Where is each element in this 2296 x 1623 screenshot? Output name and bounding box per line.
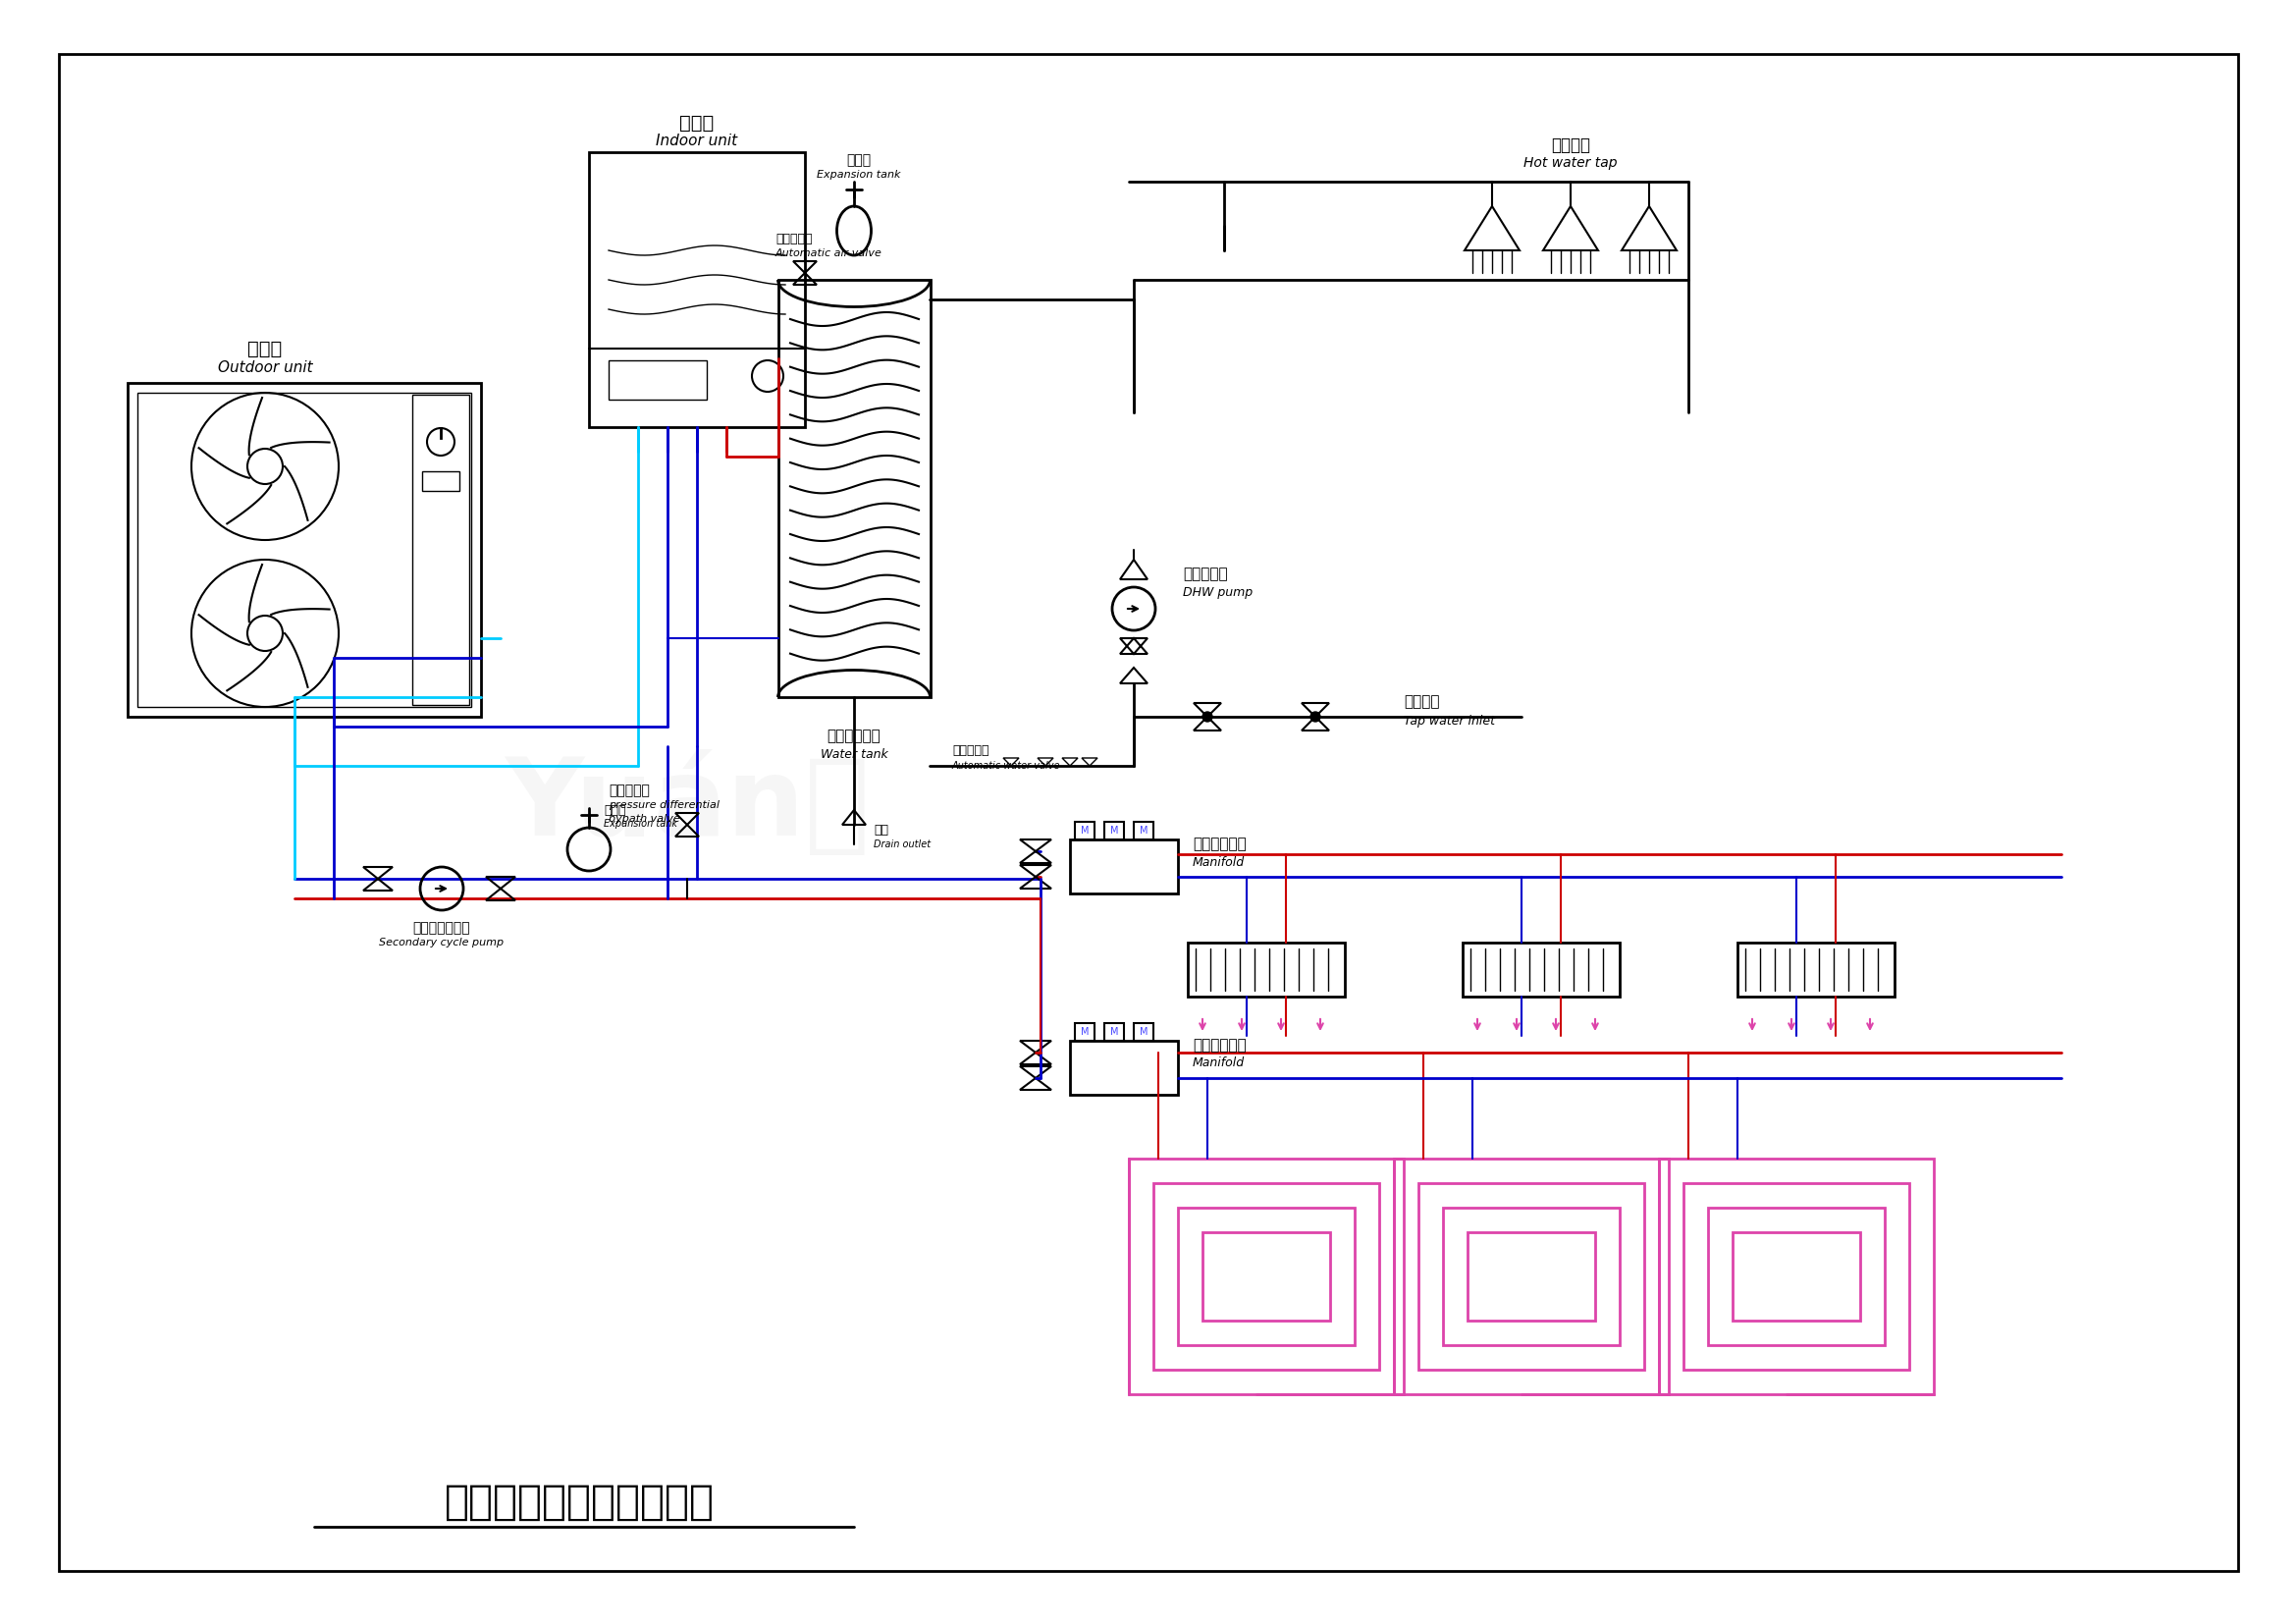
Bar	[1187, 943, 1345, 997]
Text: Indoor unit: Indoor unit	[657, 133, 737, 148]
Bar	[1442, 1208, 1619, 1345]
Circle shape	[1311, 712, 1320, 722]
Text: 室内机: 室内机	[680, 114, 714, 131]
Bar	[1463, 943, 1619, 997]
Text: pressure differential: pressure differential	[608, 800, 719, 810]
Bar	[1104, 821, 1125, 839]
Text: M: M	[1139, 826, 1148, 836]
Bar	[1134, 821, 1153, 839]
Bar	[1733, 1232, 1860, 1321]
Text: 空调集分水器: 空调集分水器	[1192, 837, 1247, 852]
Bar	[1178, 1208, 1355, 1345]
Text: M: M	[1139, 1027, 1148, 1037]
Text: 地暖集分水器: 地暖集分水器	[1192, 1039, 1247, 1053]
Bar	[1104, 1022, 1125, 1040]
Text: bypath valve: bypath valve	[608, 815, 680, 824]
Bar	[413, 394, 468, 704]
Bar	[1660, 1159, 1933, 1394]
Bar	[422, 471, 459, 490]
Text: 自来水进: 自来水进	[1403, 695, 1440, 709]
Circle shape	[1203, 712, 1212, 722]
Bar	[1419, 1183, 1644, 1370]
Text: M: M	[1109, 826, 1118, 836]
Text: Drain outlet: Drain outlet	[875, 839, 930, 849]
Text: M: M	[1081, 1027, 1088, 1037]
Text: 泄水: 泄水	[875, 823, 889, 836]
Bar	[1075, 1022, 1095, 1040]
Text: Expansion tank: Expansion tank	[604, 820, 677, 829]
Bar	[1075, 821, 1095, 839]
Text: 空调系统二次泵: 空调系统二次泵	[413, 920, 471, 935]
Text: Automatic water valve: Automatic water valve	[953, 761, 1061, 771]
Text: 生活热水水箱: 生活热水水箱	[827, 729, 882, 743]
Text: 自动补水阀: 自动补水阀	[953, 743, 990, 756]
Bar	[1467, 1232, 1596, 1321]
Text: Secondary cycle pump: Secondary cycle pump	[379, 938, 505, 948]
Text: 膨胀罐: 膨胀罐	[847, 153, 870, 167]
Text: M: M	[1081, 826, 1088, 836]
Bar	[1683, 1183, 1910, 1370]
Bar	[138, 393, 471, 708]
Text: Manifold: Manifold	[1192, 1057, 1244, 1070]
Text: Yuán壹: Yuán壹	[505, 751, 870, 859]
Text: 室外机: 室外机	[248, 339, 282, 359]
Bar	[1153, 1183, 1380, 1370]
Bar	[129, 383, 480, 717]
Text: 膨胀罐: 膨胀罐	[604, 803, 627, 816]
Bar	[778, 279, 930, 698]
Text: Water tank: Water tank	[820, 748, 889, 761]
Bar	[590, 153, 806, 427]
Text: 自动换气阀: 自动换气阀	[776, 232, 813, 245]
Bar	[1070, 839, 1178, 894]
Text: 生活热水泵: 生活热水泵	[1182, 566, 1228, 581]
Text: 压差旁通阀: 压差旁通阀	[608, 784, 650, 797]
Text: 空气源热泵三联供系统图: 空气源热泵三联供系统图	[443, 1482, 714, 1522]
Bar	[1738, 943, 1894, 997]
Bar	[608, 360, 707, 399]
Text: Expansion tank: Expansion tank	[817, 170, 900, 180]
Bar	[1130, 1159, 1403, 1394]
Text: Tap water inlet: Tap water inlet	[1403, 714, 1495, 727]
Text: Automatic air valve: Automatic air valve	[776, 248, 882, 258]
Bar	[1203, 1232, 1329, 1321]
Text: 热水龙头: 热水龙头	[1552, 136, 1591, 154]
Bar	[1134, 1022, 1153, 1040]
Text: DHW pump: DHW pump	[1182, 586, 1254, 599]
Bar	[1708, 1208, 1885, 1345]
Text: Hot water tap: Hot water tap	[1525, 156, 1616, 170]
Text: Manifold: Manifold	[1192, 855, 1244, 868]
Bar	[1394, 1159, 1669, 1394]
Bar	[1070, 1040, 1178, 1096]
Text: M: M	[1109, 1027, 1118, 1037]
Text: Outdoor unit: Outdoor unit	[218, 360, 312, 375]
